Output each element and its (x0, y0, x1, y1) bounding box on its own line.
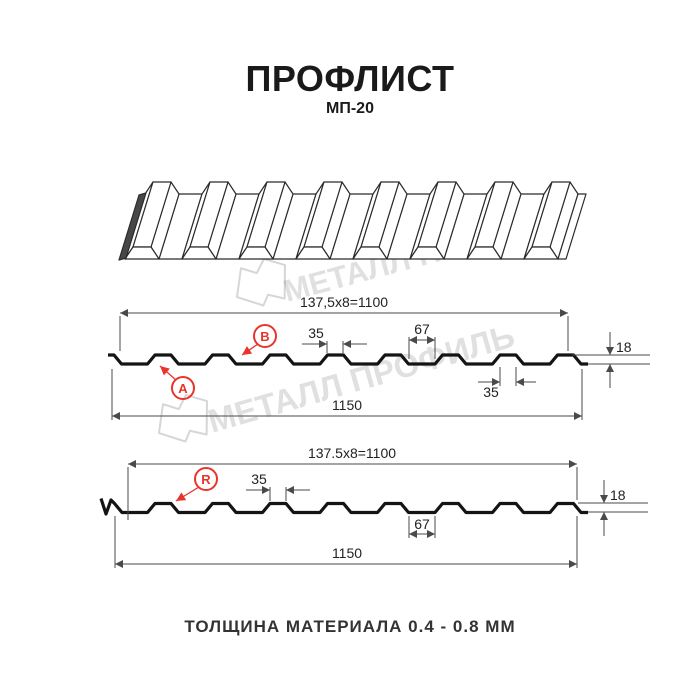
dim-height-reverse: 18 (578, 480, 648, 536)
dim-valley-front-text: 67 (414, 321, 430, 337)
page-title: ПРОФЛИСТ (245, 58, 455, 99)
dim-rib-top-front: 35 (302, 325, 367, 353)
sheet-facet (352, 246, 388, 260)
callout-a-text: A (178, 381, 188, 396)
sheet-facet (466, 246, 502, 260)
reverse-section-drawing: 137.5x8=1100 35 67 18 (99, 445, 648, 568)
dim-height-front-text: 18 (616, 339, 632, 355)
callout-r-text: R (201, 472, 211, 487)
dim-height-front: 18 (572, 332, 650, 388)
watermark-logo-icon (235, 257, 286, 307)
dim-height-reverse-text: 18 (610, 487, 626, 503)
callout-r: R (175, 467, 218, 502)
watermark-text: МЕТАЛЛ ПРОФИЛЬ (204, 317, 519, 440)
sheet-facet (409, 246, 445, 260)
perspective-sheet-3d (118, 181, 587, 261)
dim-module-reverse: 137.5x8=1100 (127, 445, 578, 520)
dim-rib-bottom-front: 35 (478, 367, 536, 400)
dim-rib-reverse-text: 35 (251, 471, 267, 487)
thickness-note: ТОЛЩИНА МАТЕРИАЛА 0.4 - 0.8 ММ (184, 617, 516, 636)
sheet-facet (295, 246, 331, 260)
sheet-facet (523, 246, 559, 260)
callout-b-text: B (260, 329, 269, 344)
sheet-facet (557, 193, 587, 260)
dim-overall-front: 1150 (111, 369, 583, 420)
front-profile-outline (108, 353, 588, 366)
dim-overall-front-text: 1150 (332, 397, 362, 413)
dim-overall-reverse: 1150 (114, 516, 578, 568)
watermark-logo-icon (157, 393, 208, 443)
sheet-facet (238, 246, 274, 260)
front-section-drawing: 137,5x8=1100 35 67 35 (108, 294, 650, 420)
dim-rib-reverse: 35 (246, 471, 310, 501)
dim-module-front: 137,5x8=1100 (119, 294, 569, 351)
callout-b: B (241, 324, 277, 356)
dim-rib-top-front-text: 35 (308, 325, 324, 341)
dim-overall-reverse-text: 1150 (332, 545, 362, 561)
dim-valley-front: 67 (408, 321, 436, 359)
sheet-facet (124, 246, 160, 260)
product-model: МП-20 (326, 100, 374, 117)
dim-module-front-text: 137,5x8=1100 (300, 294, 388, 310)
dim-valley-reverse-text: 67 (414, 516, 430, 532)
dim-rib-bottom-front-text: 35 (483, 384, 499, 400)
dim-valley-reverse: 67 (408, 516, 436, 538)
reverse-profile-outline (99, 498, 588, 516)
callout-a: A (159, 365, 195, 400)
dim-module-reverse-text: 137.5x8=1100 (308, 445, 396, 461)
sheet-facet (181, 246, 217, 260)
sheet-facet (118, 192, 147, 261)
